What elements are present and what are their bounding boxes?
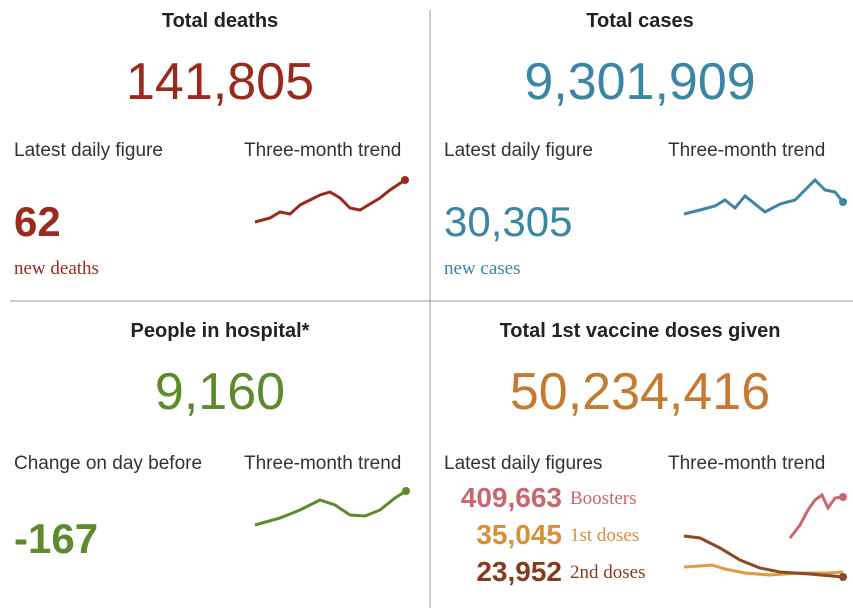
sparkline-end xyxy=(839,198,847,206)
headline-value: 9,301,909 xyxy=(524,53,756,111)
panel-title: Total 1st vaccine doses given xyxy=(499,320,781,342)
sparkline xyxy=(254,178,406,224)
label: Latest daily figure xyxy=(444,140,593,161)
vaccine-label: Boosters xyxy=(570,488,637,509)
headline-value: 50,234,416 xyxy=(509,363,771,421)
vaccine-figure: 23,952 xyxy=(476,556,562,587)
headline-value: 9,160 xyxy=(154,363,286,421)
sparkline-end xyxy=(401,176,409,184)
sparkline-end xyxy=(402,487,410,495)
panel-title: Total deaths xyxy=(161,10,279,32)
panel-title: People in hospital* xyxy=(130,320,310,342)
figure-label: new cases xyxy=(444,258,521,279)
daily-figure: -167 xyxy=(14,515,99,562)
panel-title: Total cases xyxy=(586,10,694,32)
daily-figure: 62 xyxy=(14,198,61,245)
sparkline xyxy=(683,177,845,216)
label: Three-month trend xyxy=(244,140,402,161)
label: Three-month trend xyxy=(244,453,402,474)
daily-figure: 30,305 xyxy=(444,198,573,245)
label: Change on day before xyxy=(14,453,203,474)
label: Three-month trend xyxy=(668,140,826,161)
sparkline xyxy=(788,492,844,539)
sparkline xyxy=(683,534,844,579)
sparkline-end xyxy=(839,573,847,581)
vaccine-label: 1st doses xyxy=(570,525,640,546)
label: Latest daily figure xyxy=(14,140,163,161)
sparkline xyxy=(683,563,844,577)
figure-label: new deaths xyxy=(14,258,99,279)
vaccine-label: 2nd doses xyxy=(570,562,646,583)
headline-value: 141,805 xyxy=(126,53,314,111)
vaccine-figure: 409,663 xyxy=(460,482,562,513)
sparkline-end xyxy=(839,493,847,501)
sparkline xyxy=(254,489,407,527)
vaccine-figure: 35,045 xyxy=(476,519,562,550)
label: Latest daily figures xyxy=(444,453,603,474)
label: Three-month trend xyxy=(668,453,826,474)
